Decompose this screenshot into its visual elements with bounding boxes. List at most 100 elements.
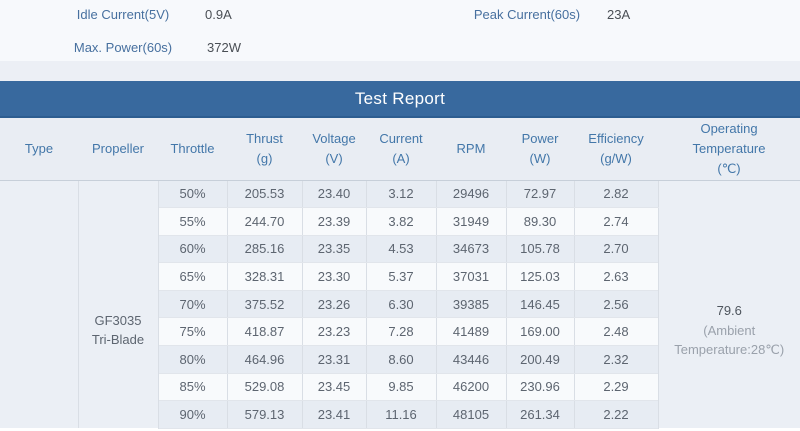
table-row: 70% 375.52 23.26 6.30 39385 146.45 2.56	[0, 290, 800, 319]
cell-current: 3.12	[365, 180, 437, 209]
cell-power: 230.96	[505, 373, 575, 402]
cell-efficiency: 2.74	[573, 207, 659, 236]
top-specs-section: Idle Current(5V) 0.9A Peak Current(60s) …	[0, 0, 800, 81]
cell-power: 200.49	[505, 345, 575, 374]
ambient-temperature-line1: (Ambient	[703, 323, 756, 339]
table-row: 55% 244.70 23.39 3.82 31949 89.30 2.74	[0, 207, 800, 236]
col-header-rpm: RPM	[436, 118, 506, 181]
cell-throttle: 90%	[157, 400, 228, 429]
cell-rpm: 43446	[435, 345, 507, 374]
peak-current-label: Peak Current(60s)	[473, 7, 581, 22]
cell-throttle: 55%	[157, 207, 228, 236]
col-header-throttle: Throttle	[158, 118, 227, 181]
cell-efficiency: 2.63	[573, 262, 659, 291]
cell-current: 3.82	[365, 207, 437, 236]
cell-thrust: 205.53	[226, 180, 303, 209]
cell-thrust: 579.13	[226, 400, 303, 429]
cell-voltage: 23.23	[301, 317, 367, 347]
cell-throttle: 65%	[157, 262, 228, 291]
test-report-title: Test Report	[354, 88, 446, 108]
cell-rpm: 39385	[435, 290, 507, 319]
cell-efficiency: 2.56	[573, 290, 659, 319]
cell-rpm: 37031	[435, 262, 507, 291]
cell-rpm: 46200	[435, 373, 507, 402]
col-header-thrust: Thrust (g)	[227, 118, 302, 181]
cell-thrust: 328.31	[226, 262, 303, 291]
max-power-label: Max. Power(60s)	[73, 40, 173, 55]
col-header-operating-temperature: Operating Temperature (℃)	[658, 118, 800, 181]
col-header-current: Current (A)	[366, 118, 436, 181]
cell-current: 4.53	[365, 235, 437, 264]
cell-rpm: 48105	[435, 400, 507, 429]
idle-current-value: 0.9A	[205, 7, 232, 22]
cell-power: 105.78	[505, 235, 575, 264]
cell-power: 89.30	[505, 207, 575, 236]
table-row: 75% 418.87 23.23 7.28 41489 169.00 2.48	[0, 317, 800, 347]
table-row: GF3035 Tri-Blade 50% 205.53 23.40 3.12 2…	[0, 180, 800, 429]
cell-efficiency: 2.70	[573, 235, 659, 264]
cell-throttle: 60%	[157, 235, 228, 264]
table-row: 80% 464.96 23.31 8.60 43446 200.49 2.32	[0, 345, 800, 374]
cell-voltage: 23.45	[301, 373, 367, 402]
col-header-type: Type	[0, 118, 78, 181]
cell-voltage: 23.31	[301, 345, 367, 374]
table-row: 90% 579.13 23.41 11.16 48105 261.34 2.22	[0, 400, 800, 429]
cell-voltage: 23.35	[301, 235, 367, 264]
cell-throttle: 75%	[157, 317, 228, 347]
cell-thrust: 464.96	[226, 345, 303, 374]
max-power-value: 372W	[207, 40, 241, 55]
cell-current: 8.60	[365, 345, 437, 374]
temperature-value: 79.6	[716, 303, 742, 319]
cell-power: 261.34	[505, 400, 575, 429]
cell-current: 5.37	[365, 262, 437, 291]
table-row: 65% 328.31 23.30 5.37 37031 125.03 2.63	[0, 262, 800, 291]
cell-throttle: 70%	[157, 290, 228, 319]
cell-efficiency: 2.22	[573, 400, 659, 429]
cell-efficiency: 2.29	[573, 373, 659, 402]
cell-rpm: 29496	[435, 180, 507, 209]
cell-thrust: 375.52	[226, 290, 303, 319]
cell-power: 169.00	[505, 317, 575, 347]
temperature-block: 79.6 (Ambient Temperature:28℃)	[659, 301, 800, 359]
cell-voltage: 23.40	[301, 180, 367, 209]
test-report-title-bar: Test Report	[0, 81, 800, 118]
cell-voltage: 23.26	[301, 290, 367, 319]
test-report-table: Type Propeller Throttle Thrust (g) Voltag…	[0, 118, 800, 429]
cell-rpm: 31949	[435, 207, 507, 236]
cell-efficiency: 2.82	[573, 180, 659, 209]
cell-rpm: 41489	[435, 317, 507, 347]
type-cell	[0, 180, 79, 429]
cell-rpm: 34673	[435, 235, 507, 264]
col-header-efficiency: Efficiency (g/W)	[574, 118, 658, 181]
cell-voltage: 23.39	[301, 207, 367, 236]
cell-current: 7.28	[365, 317, 437, 347]
cell-current: 9.85	[365, 373, 437, 402]
cell-efficiency: 2.48	[573, 317, 659, 347]
cell-current: 11.16	[365, 400, 437, 429]
table-header: Type Propeller Throttle Thrust (g) Voltag…	[0, 118, 800, 181]
cell-voltage: 23.41	[301, 400, 367, 429]
cell-current: 6.30	[365, 290, 437, 319]
propeller-cell: GF3035 Tri-Blade	[78, 180, 159, 429]
col-header-power: Power (W)	[506, 118, 574, 181]
cell-power: 146.45	[505, 290, 575, 319]
cell-efficiency: 2.32	[573, 345, 659, 374]
cell-throttle: 50%	[157, 180, 228, 209]
cell-thrust: 418.87	[226, 317, 303, 347]
cell-power: 72.97	[505, 180, 575, 209]
peak-current-value: 23A	[607, 7, 631, 22]
cell-throttle: 85%	[157, 373, 228, 402]
col-header-voltage: Voltage (V)	[302, 118, 366, 181]
cell-thrust: 244.70	[226, 207, 303, 236]
cell-power: 125.03	[505, 262, 575, 291]
propeller-name: GF3035 Tri-Blade	[91, 313, 145, 348]
cell-thrust: 285.16	[226, 235, 303, 264]
cell-voltage: 23.30	[301, 262, 367, 291]
table-row: 60% 285.16 23.35 4.53 34673 105.78 2.70	[0, 235, 800, 264]
idle-current-label: Idle Current(5V)	[76, 7, 170, 22]
operating-temperature-cell: 79.6 (Ambient Temperature:28℃)	[657, 180, 800, 429]
cell-throttle: 80%	[157, 345, 228, 374]
table-row: 85% 529.08 23.45 9.85 46200 230.96 2.29	[0, 373, 800, 402]
col-header-propeller: Propeller	[78, 118, 158, 181]
